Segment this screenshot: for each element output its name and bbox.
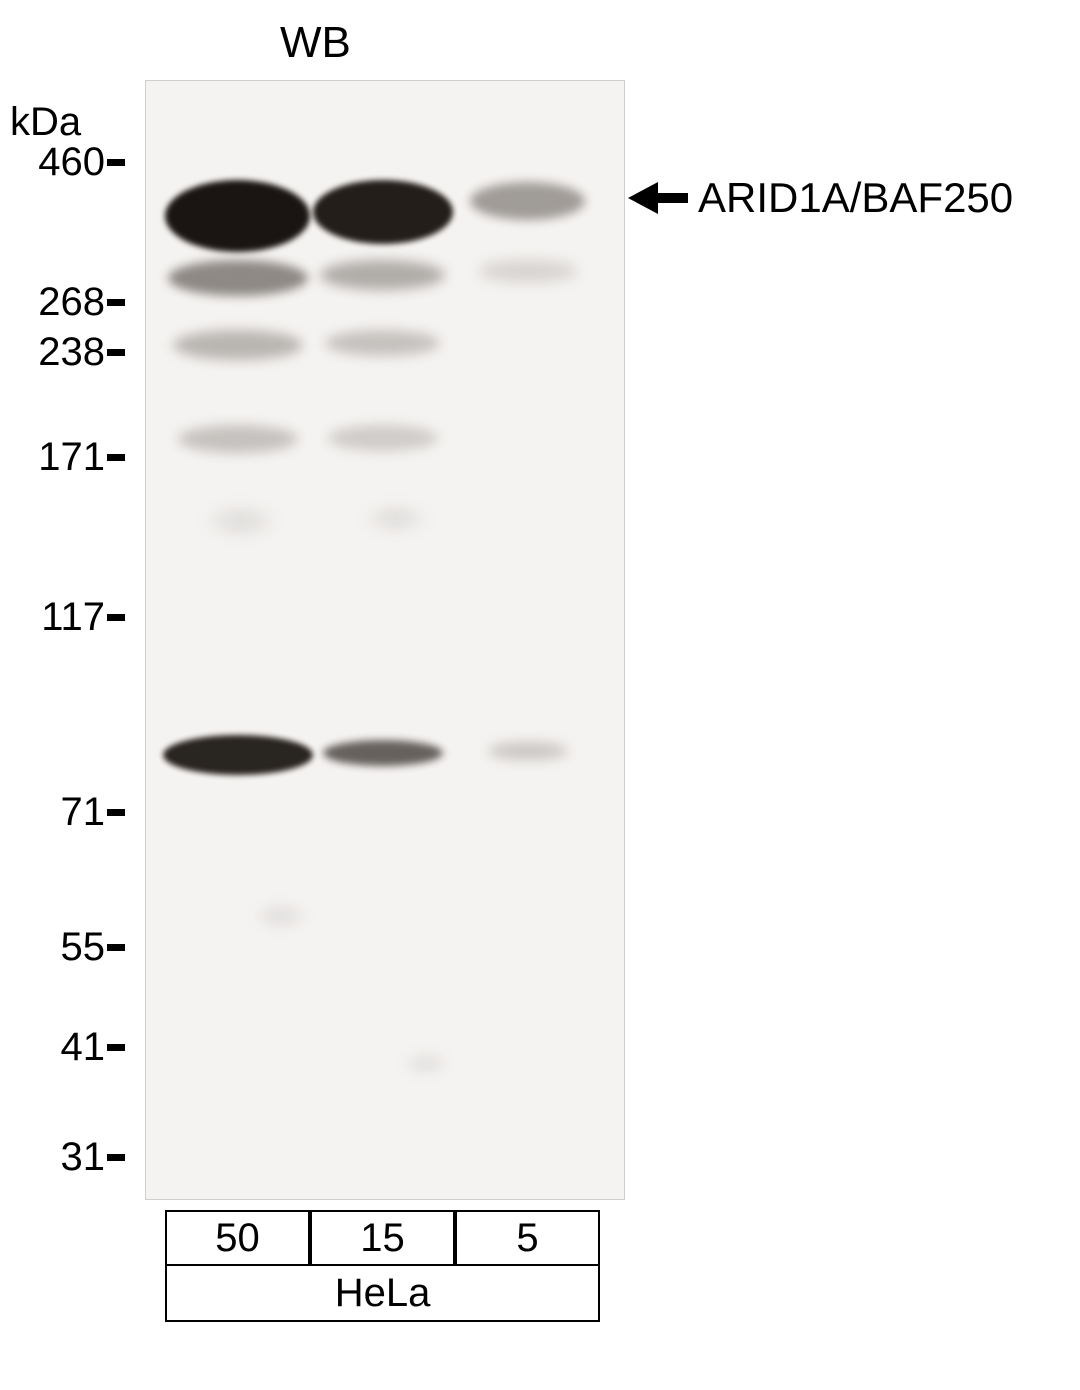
protein-band bbox=[173, 330, 303, 360]
mw-marker: 55 bbox=[20, 925, 125, 970]
mw-value: 171 bbox=[20, 435, 105, 480]
protein-band bbox=[313, 180, 453, 244]
protein-band bbox=[320, 260, 445, 290]
protein-band bbox=[325, 330, 440, 356]
mw-tick bbox=[107, 1044, 125, 1051]
mw-tick bbox=[107, 614, 125, 621]
lane-label: 15 bbox=[310, 1210, 455, 1266]
mw-tick bbox=[107, 349, 125, 356]
protein-band bbox=[163, 735, 313, 775]
protein-band bbox=[178, 425, 298, 453]
mw-value: 41 bbox=[20, 1025, 105, 1070]
mw-tick bbox=[107, 454, 125, 461]
blot-noise bbox=[251, 901, 311, 931]
blot-noise bbox=[201, 501, 281, 541]
mw-value: 55 bbox=[20, 925, 105, 970]
mw-tick bbox=[107, 809, 125, 816]
mw-value: 117 bbox=[20, 595, 105, 640]
western-blot-figure: WB kDa ARID1A/BAF250 HeLa 460 268 238 171 11… bbox=[0, 0, 1080, 1390]
kda-axis-label: kDa bbox=[10, 100, 81, 145]
mw-value: 238 bbox=[20, 330, 105, 375]
protein-band bbox=[165, 180, 310, 252]
mw-tick bbox=[107, 944, 125, 951]
mw-marker: 41 bbox=[20, 1025, 125, 1070]
sample-label: HeLa bbox=[165, 1266, 600, 1322]
lane-label: 5 bbox=[455, 1210, 600, 1266]
mw-marker: 31 bbox=[20, 1135, 125, 1180]
lane-label: 50 bbox=[165, 1210, 310, 1266]
blot-noise bbox=[401, 1051, 451, 1076]
target-protein-label: ARID1A/BAF250 bbox=[698, 174, 1013, 222]
arrow-head-icon bbox=[628, 182, 658, 214]
mw-marker: 268 bbox=[20, 280, 125, 325]
mw-marker: 117 bbox=[20, 595, 125, 640]
protein-band bbox=[168, 260, 308, 296]
blot-noise bbox=[361, 501, 431, 536]
mw-marker: 460 bbox=[20, 140, 125, 185]
target-band-arrow bbox=[628, 182, 688, 214]
mw-marker: 238 bbox=[20, 330, 125, 375]
mw-tick bbox=[107, 1154, 125, 1161]
mw-tick bbox=[107, 159, 125, 166]
mw-value: 268 bbox=[20, 280, 105, 325]
protein-band bbox=[488, 742, 568, 760]
mw-value: 460 bbox=[20, 140, 105, 185]
protein-band bbox=[323, 740, 443, 766]
blot-title: WB bbox=[280, 18, 351, 68]
protein-band bbox=[478, 260, 578, 282]
mw-value: 71 bbox=[20, 790, 105, 835]
arrow-shaft bbox=[658, 193, 688, 203]
mw-tick bbox=[107, 299, 125, 306]
protein-band bbox=[470, 182, 585, 220]
mw-marker: 171 bbox=[20, 435, 125, 480]
mw-value: 31 bbox=[20, 1135, 105, 1180]
mw-marker: 71 bbox=[20, 790, 125, 835]
protein-band bbox=[328, 425, 438, 451]
